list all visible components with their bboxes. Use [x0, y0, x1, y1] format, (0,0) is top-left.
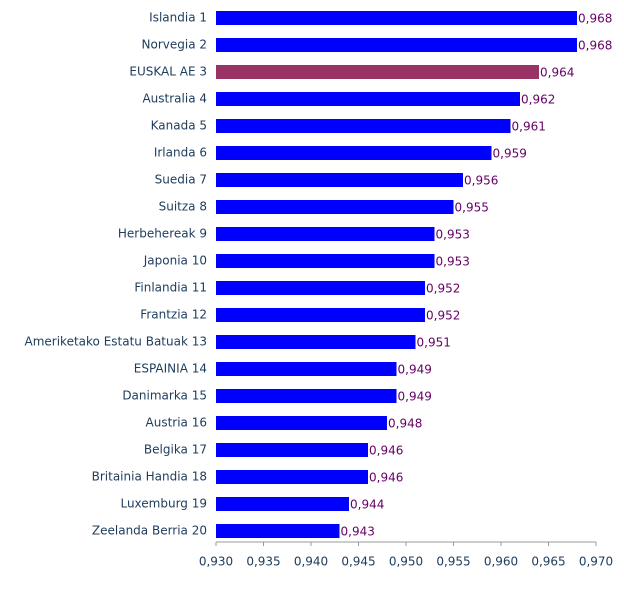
bar	[216, 416, 387, 430]
value-label: 0,949	[398, 363, 432, 377]
value-label: 0,949	[398, 390, 432, 404]
x-tick-label: 0,950	[389, 555, 423, 569]
value-label: 0,953	[436, 255, 470, 269]
value-label: 0,944	[350, 498, 384, 512]
bar	[216, 200, 454, 214]
bar	[216, 362, 397, 376]
y-tick-label: Irlanda 6	[154, 146, 207, 160]
y-tick-label: Kanada 5	[151, 119, 207, 133]
y-tick-label: Britainia Handia 18	[92, 470, 207, 484]
value-label: 0,953	[436, 228, 470, 242]
value-label: 0,968	[578, 39, 612, 53]
bar	[216, 173, 463, 187]
x-tick-label: 0,940	[294, 555, 328, 569]
bar	[216, 38, 577, 52]
x-tick-label: 0,965	[531, 555, 565, 569]
value-label: 0,946	[369, 471, 403, 485]
bar	[216, 146, 492, 160]
y-tick-label: Zeelanda Berria 20	[92, 524, 207, 538]
value-label: 0,943	[341, 525, 375, 539]
y-tick-label: Austria 16	[146, 416, 207, 430]
bar	[216, 524, 340, 538]
y-tick-label: Australia 4	[142, 92, 207, 106]
bar	[216, 497, 349, 511]
y-tick-label: Islandia 1	[149, 11, 207, 25]
bar	[216, 65, 539, 79]
value-label: 0,956	[464, 174, 498, 188]
y-tick-label: Norvegia 2	[142, 38, 208, 52]
bar	[216, 254, 435, 268]
y-tick-label: EUSKAL AE 3	[129, 65, 207, 79]
y-tick-label: Finlandia 11	[134, 281, 207, 295]
y-tick-label: Ameriketako Estatu Batuak 13	[25, 335, 208, 349]
bar	[216, 227, 435, 241]
value-label: 0,952	[426, 282, 460, 296]
value-label: 0,951	[417, 336, 451, 350]
bar	[216, 11, 577, 25]
bar	[216, 308, 425, 322]
x-tick-label: 0,970	[579, 555, 613, 569]
bar	[216, 389, 397, 403]
value-label: 0,962	[521, 93, 555, 107]
bar	[216, 443, 368, 457]
x-tick-label: 0,955	[436, 555, 470, 569]
value-label: 0,952	[426, 309, 460, 323]
bar	[216, 335, 416, 349]
y-tick-label: ESPAINIA 14	[134, 362, 207, 376]
value-label: 0,959	[493, 147, 527, 161]
x-tick-label: 0,930	[199, 555, 233, 569]
value-label: 0,968	[578, 12, 612, 26]
y-tick-label: Belgika 17	[144, 443, 207, 457]
x-tick-label: 0,935	[246, 555, 280, 569]
y-tick-label: Japonia 10	[143, 254, 207, 268]
y-tick-label: Suitza 8	[159, 200, 207, 214]
y-tick-label: Danimarka 15	[122, 389, 207, 403]
x-tick-label: 0,960	[484, 555, 518, 569]
bar	[216, 281, 425, 295]
value-label: 0,955	[455, 201, 489, 215]
bar	[216, 470, 368, 484]
value-label: 0,961	[512, 120, 546, 134]
y-tick-label: Suedia 7	[155, 173, 207, 187]
y-tick-label: Luxemburg 19	[120, 497, 207, 511]
y-tick-label: Frantzia 12	[140, 308, 207, 322]
bar	[216, 119, 511, 133]
bar	[216, 92, 520, 106]
value-label: 0,946	[369, 444, 403, 458]
value-label: 0,964	[540, 66, 574, 80]
value-label: 0,948	[388, 417, 422, 431]
x-tick-label: 0,945	[341, 555, 375, 569]
y-tick-label: Herbehereak 9	[118, 227, 207, 241]
